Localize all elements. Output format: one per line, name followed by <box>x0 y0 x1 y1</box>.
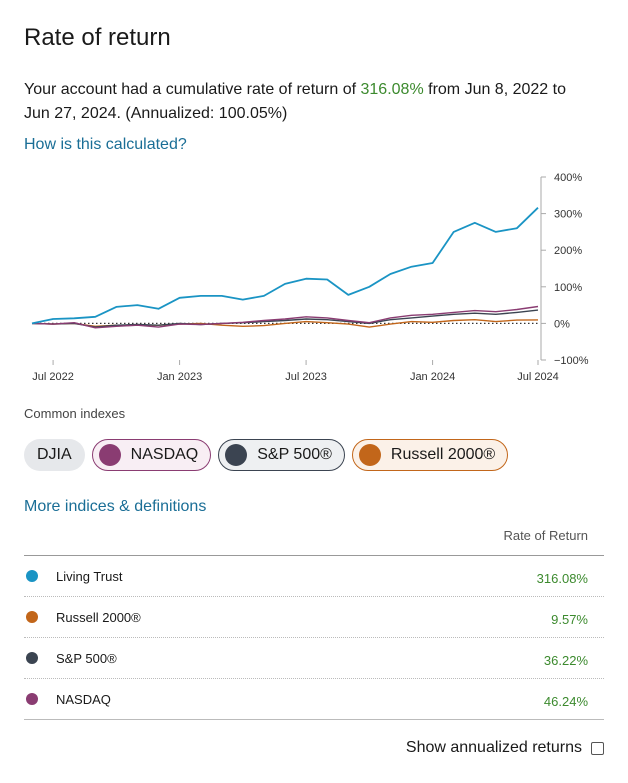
chip-djia[interactable]: DJIA <box>24 439 85 471</box>
chip-sp500[interactable]: S&P 500® <box>218 439 345 471</box>
nasdaq-dot-icon <box>98 444 121 466</box>
russell-dot-icon <box>26 611 38 623</box>
chip-sp500-label: S&P 500® <box>257 446 332 463</box>
row-name: NASDAQ <box>56 691 111 707</box>
table-header: Rate of Return <box>24 528 604 556</box>
annualized-toggle[interactable]: Show annualized returns <box>406 739 604 757</box>
x-tick-label: Jul 2023 <box>285 371 327 383</box>
row-value: 46.24% <box>543 693 588 709</box>
table-row: Living Trust 316.08% <box>24 556 604 597</box>
row-value: 316.08% <box>536 570 588 586</box>
table-row: S&P 500® 36.22% <box>24 638 604 679</box>
return-summary: Your account had a cumulative rate of re… <box>24 78 594 126</box>
summary-prefix: Your account had a cumulative rate of re… <box>24 81 361 98</box>
row-value: 36.22% <box>543 652 588 668</box>
cumulative-rate: 316.08% <box>360 81 424 98</box>
chip-nasdaq[interactable]: NASDAQ <box>91 439 212 471</box>
summary-middle: from Jun 8, 2022 to Jun 27, 2024. (Annua… <box>24 81 566 122</box>
header-rate-of-return: Rate of Return <box>503 528 588 543</box>
x-tick-label: Jul 2024 <box>517 371 559 383</box>
x-tick-label: Jul 2022 <box>32 371 74 383</box>
row-value: 9.57% <box>551 611 588 627</box>
series-line-nasdaq <box>31 305 539 329</box>
chart-svg: 400% 300% 200% 100% 0% −100% Jul 2022 Jan 2023 J… <box>31 172 589 383</box>
page-title: Rate of return <box>24 24 171 51</box>
more-indices-link[interactable]: More indices & definitions <box>24 498 207 515</box>
row-name: Living Trust <box>56 568 123 584</box>
y-tick-label: 200% <box>554 245 582 257</box>
y-tick-label: 100% <box>554 282 582 294</box>
row-name: S&P 500® <box>56 650 117 666</box>
sp500-dot-icon <box>26 652 38 664</box>
y-tick-label: 400% <box>554 172 582 184</box>
chip-russell[interactable]: Russell 2000® <box>351 439 509 471</box>
returns-table: Rate of Return Living Trust 316.08% Russ… <box>24 528 604 720</box>
table-row: Russell 2000® 9.57% <box>24 597 604 638</box>
series-line-living-trust <box>31 207 539 325</box>
y-tick-label: 300% <box>554 209 582 221</box>
x-tick-label: Jan 2023 <box>157 371 202 383</box>
x-tick-label: Jan 2024 <box>410 371 455 383</box>
sp500-dot-icon <box>225 444 248 466</box>
table-row: NASDAQ 46.24% <box>24 679 604 720</box>
rate-of-return-chart: 400% 300% 200% 100% 0% −100% Jul 2022 Jan 2023 J… <box>24 166 604 396</box>
common-indexes-label: Common indexes <box>24 406 126 421</box>
annualized-checkbox[interactable] <box>591 741 604 755</box>
y-tick-label: 0% <box>554 318 570 330</box>
nasdaq-dot-icon <box>26 693 38 705</box>
y-tick-label: −100% <box>554 355 589 367</box>
chip-nasdaq-label: NASDAQ <box>130 446 199 463</box>
annualized-label: Show annualized returns <box>405 739 582 756</box>
russell-dot-icon <box>358 444 381 466</box>
row-name: Russell 2000® <box>56 609 141 625</box>
how-calculated-link[interactable]: How is this calculated? <box>24 136 187 153</box>
series-line-s-p-500- <box>31 309 539 328</box>
index-chips: DJIA NASDAQ S&P 500® Russell 2000® <box>24 439 509 471</box>
chip-russell-label: Russell 2000® <box>390 446 496 463</box>
chip-djia-label: DJIA <box>37 446 72 463</box>
living-trust-dot-icon <box>26 570 38 582</box>
